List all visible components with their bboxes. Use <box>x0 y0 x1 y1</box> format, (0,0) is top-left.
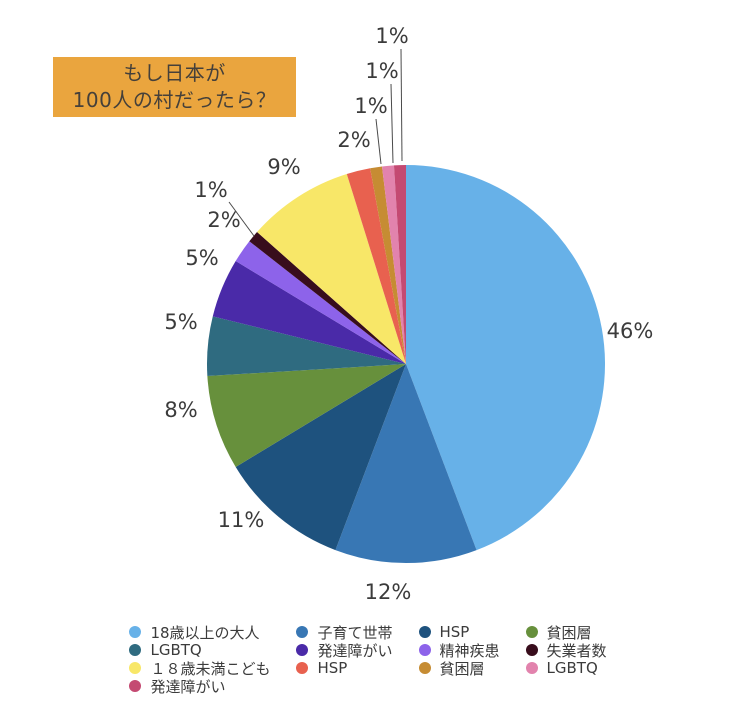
legend-item-4: LGBTQ <box>129 641 270 659</box>
legend-swatch-icon-6 <box>418 644 431 656</box>
legend-item-10: 貧困層 <box>418 659 500 678</box>
legend-swatch-icon-3 <box>525 626 538 638</box>
chart-legend: 18歳以上の大人 子育て世帯 HSP 貧困層 LGBTQ 発達障がい 精神疾患 失業者数 １８歳… <box>0 623 736 696</box>
pie-slice-9 <box>346 168 406 364</box>
legend-item-5: 発達障がい <box>296 641 393 660</box>
legend-swatch-icon-12 <box>129 680 142 692</box>
legend-swatch-icon-10 <box>418 662 431 674</box>
pie-slice-5 <box>212 261 406 364</box>
slice-percentage-label-6: 2% <box>207 208 240 232</box>
legend-item-9: HSP <box>296 659 392 677</box>
slice-percentage-label-11: 1% <box>365 59 398 83</box>
legend-swatch-icon-7 <box>525 644 538 656</box>
slice-percentage-label-4: 5% <box>164 310 197 334</box>
legend-item-3: 貧困層 <box>525 623 607 642</box>
legend-label-4: LGBTQ <box>150 641 202 659</box>
legend-item-7: 失業者数 <box>525 641 607 660</box>
legend-label-11: LGBTQ <box>546 659 598 677</box>
slice-percentage-label-3: 8% <box>164 398 197 422</box>
legend-label-3: 貧困層 <box>546 623 592 642</box>
legend-label-2: HSP <box>439 623 470 641</box>
legend-item-8: １８歳未満こども <box>129 659 271 678</box>
pie-slice-2 <box>235 364 406 551</box>
pie-slice-12 <box>393 164 406 364</box>
pie-chart: 46% 12% 11% 8% 5% 5% 2% 1% 9% 2% 1% 1% 1% <box>164 24 654 604</box>
legend-label-0: 18歳以上の大人 <box>150 623 260 642</box>
legend-swatch-icon-2 <box>418 626 431 638</box>
slice-percentage-label-5: 5% <box>185 246 218 270</box>
chart-title-box: もし日本が 100人の村だったら？ <box>53 57 296 117</box>
slice-percentage-label-2: 11% <box>218 508 265 532</box>
label-leader-line-10 <box>375 118 382 165</box>
legend-label-7: 失業者数 <box>546 641 607 660</box>
label-leader-line-11 <box>390 83 394 164</box>
pie-slice-7 <box>249 232 406 364</box>
slice-percentage-label-1: 12% <box>365 580 412 604</box>
legend-item-11: LGBTQ <box>525 659 607 677</box>
legend-item-12: 発達障がい <box>129 677 270 696</box>
legend-swatch-icon-11 <box>525 662 538 674</box>
legend-swatch-icon-1 <box>296 626 309 638</box>
pie-slice-0 <box>406 165 606 551</box>
slice-percentage-label-10: 1% <box>354 94 387 118</box>
legend-swatch-icon-8 <box>129 662 142 674</box>
legend-label-8: １８歳未満こども <box>150 659 271 678</box>
legend-swatch-icon-0 <box>129 626 142 638</box>
pie-slice-10 <box>370 166 406 364</box>
slice-percentage-label-7: 1% <box>194 178 227 202</box>
slice-percentage-label-9: 2% <box>337 128 370 152</box>
legend-label-6: 精神疾患 <box>439 641 500 660</box>
chart-title-line1: もし日本が <box>123 61 226 85</box>
slice-percentage-label-8: 9% <box>267 155 300 179</box>
pie-slice-11 <box>382 165 406 364</box>
pie-slice-6 <box>235 241 406 364</box>
label-leader-line-7 <box>228 201 255 237</box>
slice-percentage-label-0: 46% <box>607 319 654 343</box>
chart-title-line2: 100人の村だったら？ <box>72 88 277 112</box>
legend-swatch-icon-5 <box>296 644 309 656</box>
label-leader-line-12 <box>400 48 403 162</box>
legend-label-9: HSP <box>317 659 348 677</box>
legend-swatch-icon-4 <box>129 644 142 656</box>
pie-slice-4 <box>206 316 406 377</box>
pie-slice-1 <box>335 364 477 564</box>
slice-percentage-label-12: 1% <box>375 24 408 48</box>
pie-slice-8 <box>257 174 406 364</box>
legend-item-6: 精神疾患 <box>418 641 500 660</box>
legend-swatch-icon-9 <box>296 662 309 674</box>
legend-item-1: 子育て世帯 <box>296 623 393 642</box>
legend-label-10: 貧困層 <box>439 659 485 678</box>
legend-item-2: HSP <box>418 623 500 641</box>
legend-item-0: 18歳以上の大人 <box>129 623 270 642</box>
legend-label-1: 子育て世帯 <box>317 623 393 642</box>
legend-label-12: 発達障がい <box>150 677 226 696</box>
pie-slice-3 <box>207 364 406 467</box>
legend-label-5: 発達障がい <box>317 641 393 660</box>
